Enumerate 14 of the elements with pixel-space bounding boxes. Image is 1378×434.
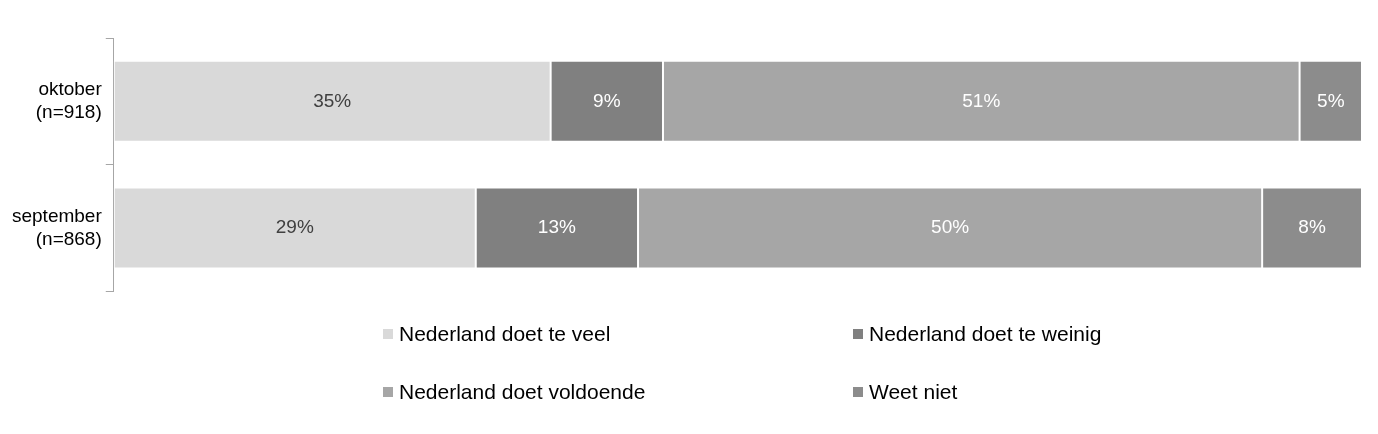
y-tick-label: oktober (n=918) <box>35 78 103 122</box>
y-tick-label: september (n=868) <box>11 204 103 249</box>
legend-label: Nederland doet voldoende <box>399 380 646 404</box>
legend-label: Nederland doet te weinig <box>869 322 1102 346</box>
data-label: 51% <box>962 89 1001 111</box>
data-label: 50% <box>931 216 970 238</box>
data-label: 5% <box>1317 89 1345 111</box>
data-label: 9% <box>593 89 621 111</box>
data-label: 29% <box>275 216 314 238</box>
data-label: 8% <box>1298 216 1326 238</box>
data-label: 13% <box>537 216 577 238</box>
legend-label: Nederland doet te veel <box>399 322 611 346</box>
data-label: 35% <box>313 89 352 111</box>
legend-label: Weet niet <box>869 380 958 404</box>
